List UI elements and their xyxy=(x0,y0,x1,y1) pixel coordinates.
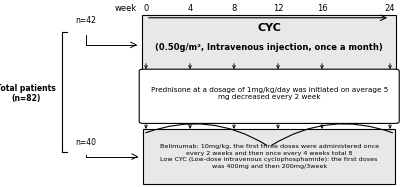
Text: n=40: n=40 xyxy=(76,138,96,147)
Text: 24: 24 xyxy=(385,4,395,13)
Text: week: week xyxy=(115,4,137,13)
Text: Total patients
(n=82): Total patients (n=82) xyxy=(0,84,56,103)
Text: 4: 4 xyxy=(187,4,193,13)
Text: n=42: n=42 xyxy=(76,16,96,25)
FancyBboxPatch shape xyxy=(143,129,395,184)
FancyBboxPatch shape xyxy=(142,15,396,75)
Text: 12: 12 xyxy=(273,4,283,13)
Text: Belimumab: 10mg/kg, the first three doses were administered once
every 2 weeks a: Belimumab: 10mg/kg, the first three dose… xyxy=(160,144,379,169)
Text: 16: 16 xyxy=(317,4,327,13)
Text: (0.50g/m², Intravenous injection, once a month): (0.50g/m², Intravenous injection, once a… xyxy=(155,43,383,52)
Text: 0: 0 xyxy=(143,4,149,13)
Text: 8: 8 xyxy=(231,4,237,13)
Text: CYC: CYC xyxy=(257,23,281,33)
Text: Prednisone at a dosage of 1mg/kg/day was initiated on average 5
mg decreased eve: Prednisone at a dosage of 1mg/kg/day was… xyxy=(150,87,388,100)
FancyBboxPatch shape xyxy=(139,69,399,123)
